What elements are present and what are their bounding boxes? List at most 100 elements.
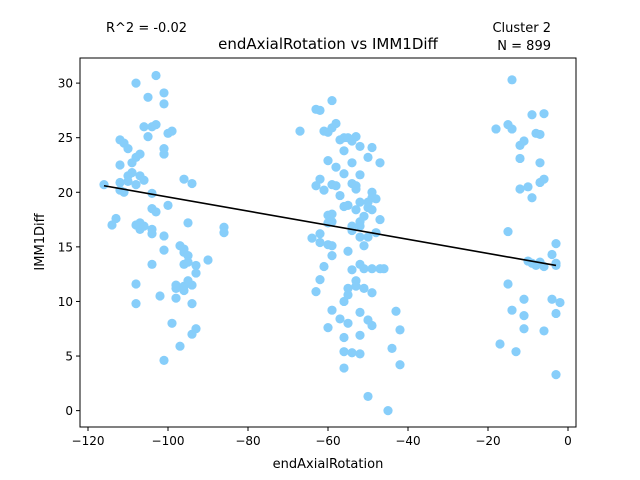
data-point	[131, 78, 141, 88]
data-point	[159, 144, 169, 154]
data-point	[315, 229, 325, 239]
regression-line-group	[103, 184, 557, 267]
data-point	[155, 291, 165, 301]
data-point	[327, 217, 337, 227]
data-point	[519, 311, 529, 321]
data-point	[175, 341, 185, 351]
data-point	[507, 305, 517, 315]
data-point	[339, 146, 349, 156]
data-point	[535, 158, 545, 168]
data-point	[147, 188, 157, 198]
data-point	[519, 324, 529, 334]
x-axis-ticks: −120 −100 −80 −60 −40 −20 0	[72, 427, 572, 448]
data-point	[143, 92, 153, 102]
data-point	[131, 180, 141, 190]
data-point	[191, 260, 201, 271]
data-point	[343, 200, 353, 210]
data-point	[503, 226, 513, 237]
data-point	[351, 281, 361, 291]
data-point	[551, 260, 561, 271]
data-point	[355, 349, 365, 359]
regression-line	[103, 184, 557, 267]
data-point	[311, 287, 321, 297]
data-point	[359, 283, 369, 293]
data-point	[327, 305, 337, 315]
data-point	[115, 160, 125, 170]
data-point	[367, 205, 377, 215]
data-point	[191, 324, 201, 334]
data-point	[327, 209, 337, 219]
data-point	[339, 332, 349, 343]
data-point	[331, 118, 341, 129]
data-point	[123, 144, 133, 154]
data-point	[203, 255, 213, 265]
data-point	[315, 275, 325, 285]
data-point	[183, 257, 193, 267]
data-point	[171, 293, 181, 303]
data-point	[327, 251, 337, 261]
data-point	[315, 105, 325, 115]
data-point	[363, 232, 373, 242]
data-point	[551, 308, 561, 319]
data-point	[347, 265, 357, 275]
data-point	[159, 231, 169, 241]
data-point	[515, 153, 525, 164]
data-point	[355, 330, 365, 340]
data-point	[159, 355, 169, 366]
data-point	[295, 126, 305, 136]
y-tick-label: 25	[58, 131, 73, 145]
data-point	[351, 184, 361, 194]
data-point	[339, 363, 349, 373]
data-point	[335, 314, 345, 324]
data-point	[139, 221, 149, 231]
data-point	[123, 176, 133, 186]
data-point	[183, 251, 193, 261]
data-point	[367, 264, 377, 274]
data-point	[367, 320, 377, 331]
data-point	[339, 169, 349, 179]
data-point	[359, 264, 369, 274]
data-point	[551, 370, 561, 380]
data-point	[355, 232, 365, 242]
scatter-points	[99, 70, 565, 416]
data-point	[375, 214, 385, 225]
data-point	[187, 280, 197, 290]
data-point	[547, 249, 557, 260]
data-point	[319, 261, 329, 272]
data-point	[343, 283, 353, 293]
data-point	[327, 95, 337, 106]
data-point	[519, 136, 529, 146]
data-point	[539, 174, 549, 184]
data-point	[371, 194, 381, 204]
data-point	[355, 141, 365, 152]
data-point	[111, 213, 121, 224]
data-point	[331, 162, 341, 172]
data-point	[367, 142, 377, 153]
data-point	[167, 126, 177, 136]
data-point	[527, 110, 537, 120]
data-point	[391, 306, 401, 316]
y-tick-label: 20	[58, 186, 73, 200]
data-point	[127, 168, 137, 178]
data-point	[167, 318, 177, 328]
y-tick-label: 5	[65, 350, 73, 364]
data-point	[547, 294, 557, 304]
data-point	[343, 318, 353, 328]
data-point	[491, 124, 501, 134]
data-point	[115, 177, 125, 188]
data-point	[347, 225, 357, 236]
data-point	[315, 237, 325, 248]
data-point	[355, 307, 365, 317]
data-point	[347, 158, 357, 168]
data-point	[159, 245, 169, 255]
data-point	[319, 185, 329, 195]
data-point	[163, 200, 173, 210]
data-point	[355, 221, 365, 231]
count-annotation: N = 899	[497, 39, 551, 54]
data-point	[179, 174, 189, 184]
chart-title: endAxialRotation vs IMM1Diff	[218, 35, 438, 53]
data-point	[159, 88, 169, 98]
data-point	[511, 347, 521, 357]
data-point	[139, 175, 149, 185]
